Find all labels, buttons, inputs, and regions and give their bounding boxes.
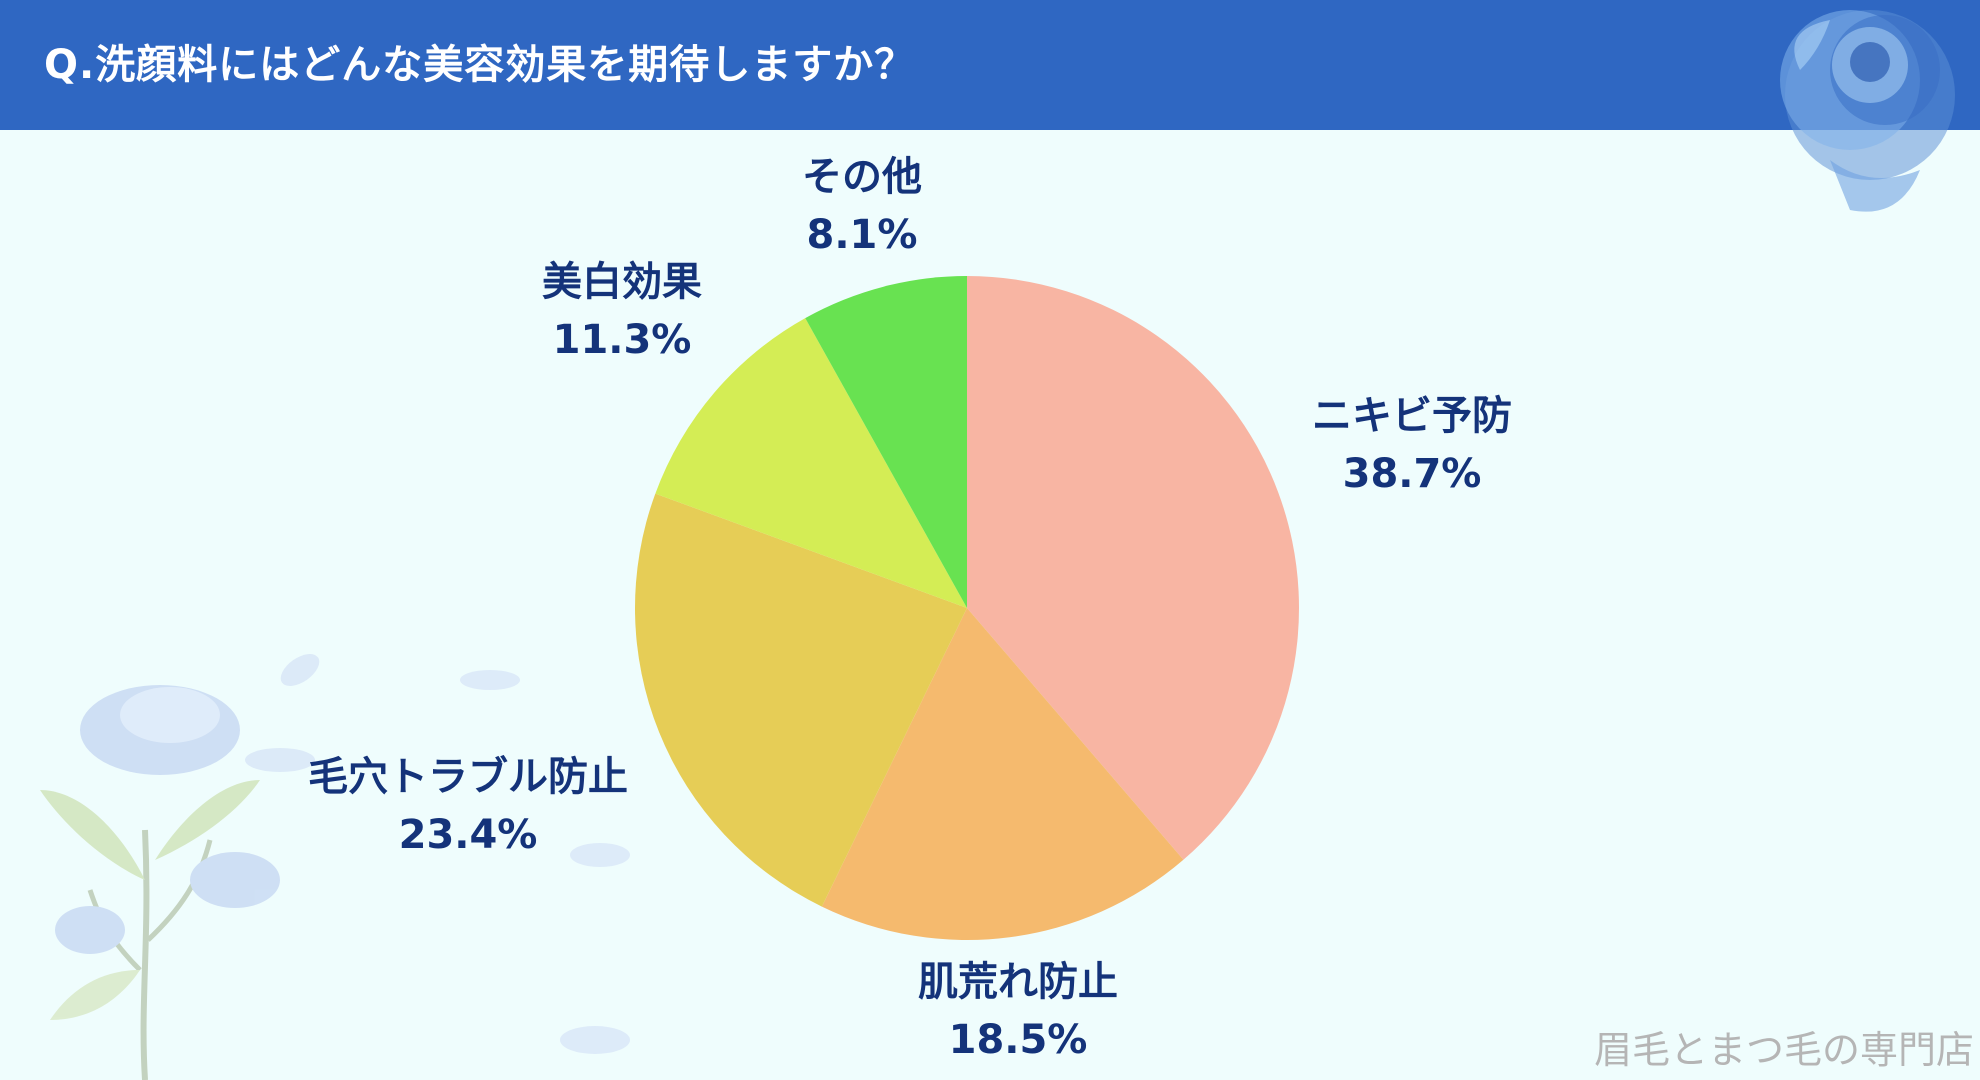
rose-decoration-icon bbox=[1780, 10, 1955, 212]
slice-label-bihaku: 美白効果 bbox=[542, 259, 702, 305]
pie-slice-bihaku bbox=[655, 318, 967, 608]
watermark: 眉毛とまつ毛の専門店 bbox=[1593, 1028, 1974, 1072]
slice-value-sonota: 8.1% bbox=[806, 212, 918, 258]
label-nikibi: ニキビ予防 38.7% bbox=[1312, 387, 1512, 503]
pie-slice-keana bbox=[634, 493, 967, 907]
slice-value-keana: 23.4% bbox=[398, 812, 538, 858]
pie-slice-hadaare bbox=[821, 608, 1184, 941]
label-bihaku: 美白効果 11.3% bbox=[542, 253, 702, 369]
pie-slice-nikibi bbox=[967, 276, 1299, 860]
slice-label-hadaare: 肌荒れ防止 bbox=[918, 959, 1118, 1005]
slice-value-hadaare: 18.5% bbox=[948, 1017, 1088, 1063]
slice-label-keana: 毛穴トラブル防止 bbox=[308, 754, 628, 800]
slice-value-nikibi: 38.7% bbox=[1342, 451, 1482, 497]
rose-bouquet-decoration-icon bbox=[40, 654, 630, 1080]
page-title: Q.洗顔料にはどんな美容効果を期待しますか？ bbox=[44, 42, 916, 88]
label-hadaare: 肌荒れ防止 18.5% bbox=[918, 953, 1118, 1069]
slice-label-sonota: その他 bbox=[802, 154, 922, 200]
slice-value-bihaku: 11.3% bbox=[552, 317, 692, 363]
header-bar: Q.洗顔料にはどんな美容効果を期待しますか？ bbox=[0, 0, 1980, 130]
label-sonota: その他 8.1% bbox=[802, 148, 922, 264]
slice-label-nikibi: ニキビ予防 bbox=[1312, 393, 1512, 439]
pie-slice-sonota bbox=[805, 276, 967, 608]
label-keana: 毛穴トラブル防止 23.4% bbox=[308, 748, 628, 864]
